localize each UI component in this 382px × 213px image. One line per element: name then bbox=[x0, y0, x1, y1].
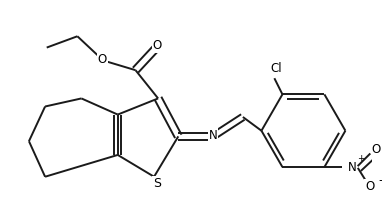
Text: -: - bbox=[379, 174, 382, 187]
Text: O: O bbox=[98, 53, 107, 66]
Text: O: O bbox=[365, 180, 374, 193]
Text: Cl: Cl bbox=[270, 62, 282, 75]
Text: N: N bbox=[348, 161, 356, 174]
Text: O: O bbox=[371, 143, 381, 156]
Text: N: N bbox=[209, 129, 217, 142]
Text: +: + bbox=[357, 154, 364, 164]
Text: O: O bbox=[153, 39, 162, 52]
Text: S: S bbox=[153, 177, 161, 190]
